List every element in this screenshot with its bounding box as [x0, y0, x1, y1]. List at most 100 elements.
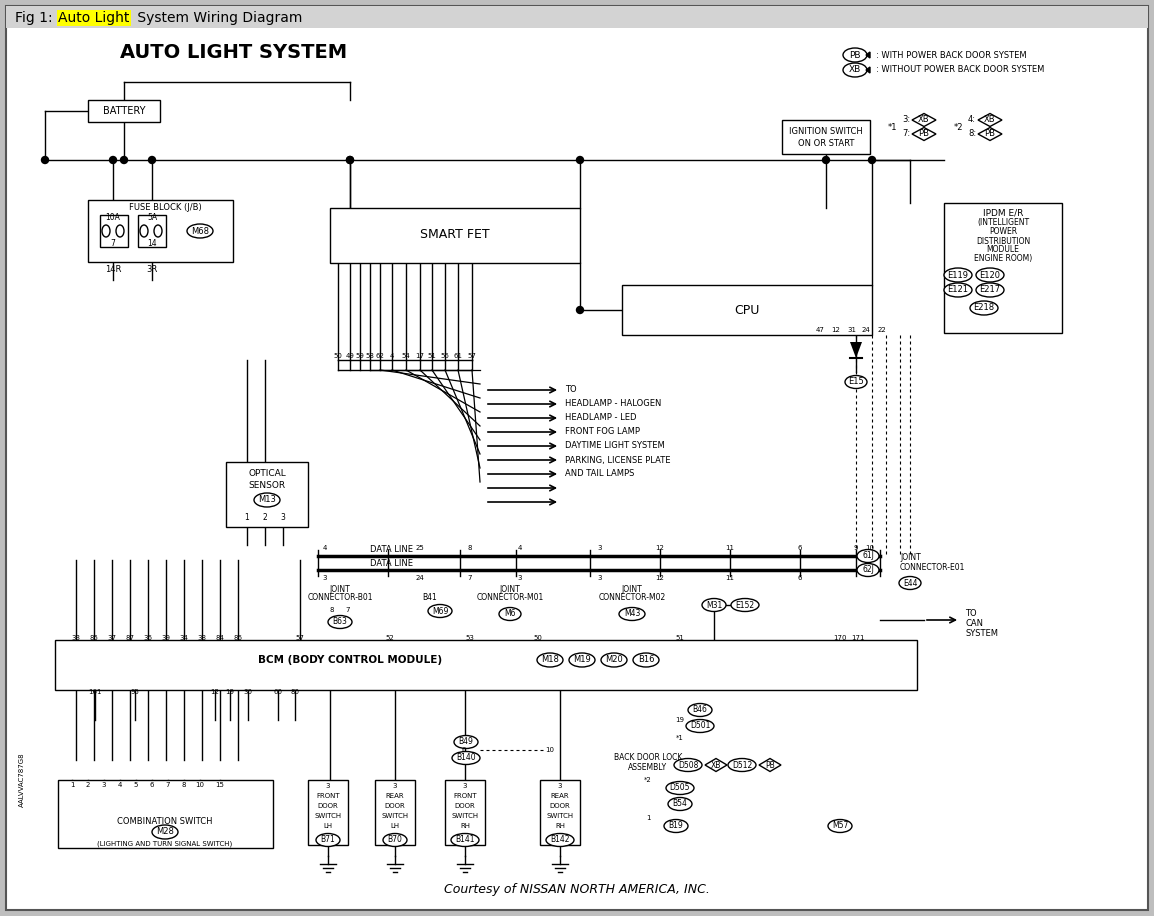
Ellipse shape [187, 224, 213, 238]
Text: : WITHOUT POWER BACK DOOR SYSTEM: : WITHOUT POWER BACK DOOR SYSTEM [876, 66, 1044, 74]
Ellipse shape [102, 225, 110, 237]
Circle shape [346, 157, 353, 163]
Text: E120: E120 [980, 270, 1001, 279]
Bar [540, 780, 580, 845]
Text: HEADLAMP - LED: HEADLAMP - LED [565, 413, 637, 422]
Text: (LIGHTING AND TURN SIGNAL SWITCH): (LIGHTING AND TURN SIGNAL SWITCH) [97, 841, 233, 847]
Text: 8:: 8: [968, 129, 976, 138]
Text: E152: E152 [735, 601, 755, 609]
Text: IGNITION SWITCH: IGNITION SWITCH [789, 126, 863, 136]
Text: 4:: 4: [968, 115, 976, 125]
Text: 47: 47 [816, 327, 824, 333]
Text: E15: E15 [848, 377, 864, 387]
Ellipse shape [153, 225, 162, 237]
Polygon shape [759, 758, 781, 771]
Text: 57: 57 [467, 353, 477, 359]
Text: 4: 4 [323, 545, 328, 551]
Text: JOINT: JOINT [330, 585, 351, 594]
Polygon shape [912, 127, 936, 140]
Text: B41: B41 [422, 594, 437, 603]
Text: M57: M57 [832, 822, 848, 831]
Bar [308, 780, 349, 845]
Circle shape [346, 157, 353, 163]
Ellipse shape [569, 653, 595, 667]
Bar [88, 100, 160, 122]
Text: B141: B141 [455, 835, 474, 845]
Text: 15: 15 [216, 782, 224, 788]
Text: M20: M20 [605, 656, 623, 664]
Text: 9: 9 [854, 545, 859, 551]
Text: 52: 52 [385, 635, 395, 641]
Ellipse shape [899, 576, 921, 590]
Text: 31: 31 [847, 327, 856, 333]
Text: M28: M28 [156, 827, 174, 836]
Text: 1: 1 [69, 782, 74, 788]
Text: MODULE: MODULE [987, 245, 1019, 255]
Text: SYSTEM: SYSTEM [965, 629, 998, 638]
Text: 59: 59 [355, 353, 365, 359]
Text: IPDM E/R: IPDM E/R [983, 209, 1024, 217]
Ellipse shape [428, 605, 452, 617]
Text: 30: 30 [243, 689, 253, 695]
Text: 7: 7 [111, 239, 115, 248]
Ellipse shape [451, 834, 479, 846]
Text: 3:: 3: [902, 115, 911, 125]
Text: 11: 11 [726, 575, 734, 581]
Text: Auto Light: Auto Light [58, 11, 129, 25]
Text: FRONT FOG LAMP: FRONT FOG LAMP [565, 428, 640, 437]
Bar [6, 6, 1148, 28]
Text: BCM (BODY CONTROL MODULE): BCM (BODY CONTROL MODULE) [258, 655, 442, 665]
Text: 6: 6 [150, 782, 155, 788]
Text: SENSOR: SENSOR [248, 481, 285, 489]
Text: B63: B63 [332, 617, 347, 627]
Text: M19: M19 [574, 656, 591, 664]
Text: SWITCH: SWITCH [314, 813, 342, 819]
Text: 1: 1 [646, 815, 650, 821]
Bar [622, 285, 872, 335]
Ellipse shape [728, 758, 756, 771]
Text: 7: 7 [166, 782, 171, 788]
Text: POWER: POWER [989, 227, 1017, 236]
Text: 25: 25 [415, 545, 425, 551]
Text: TO: TO [965, 609, 976, 618]
Text: B19: B19 [668, 822, 683, 831]
Text: 62J: 62J [862, 565, 874, 574]
Text: 14R: 14R [105, 266, 121, 275]
Text: CONNECTOR-M02: CONNECTOR-M02 [599, 594, 666, 603]
Text: JOINT: JOINT [900, 553, 921, 562]
Bar [226, 462, 308, 527]
Text: REAR: REAR [385, 793, 404, 799]
Text: *2: *2 [644, 777, 652, 783]
Polygon shape [705, 758, 727, 771]
Polygon shape [977, 114, 1002, 126]
Text: 57: 57 [295, 635, 305, 641]
Text: 7:: 7: [902, 129, 911, 138]
Bar [100, 215, 128, 247]
Ellipse shape [730, 598, 759, 612]
Text: 39: 39 [162, 635, 171, 641]
Text: 3: 3 [518, 575, 523, 581]
Ellipse shape [845, 376, 867, 388]
Ellipse shape [668, 798, 692, 811]
Text: SMART FET: SMART FET [420, 228, 489, 242]
Text: 10: 10 [195, 782, 204, 788]
Text: 50: 50 [533, 635, 542, 641]
Text: 12: 12 [655, 545, 665, 551]
Text: 36: 36 [143, 635, 152, 641]
Text: 24: 24 [862, 327, 870, 333]
Ellipse shape [383, 834, 407, 846]
Circle shape [120, 157, 127, 163]
Text: B142: B142 [550, 835, 570, 845]
Bar [330, 208, 580, 263]
Text: RH: RH [460, 823, 470, 829]
Text: M6: M6 [504, 609, 516, 618]
Ellipse shape [452, 751, 480, 765]
Text: 54: 54 [402, 353, 411, 359]
Text: B16: B16 [638, 656, 654, 664]
Text: : WITH POWER BACK DOOR SYSTEM: : WITH POWER BACK DOOR SYSTEM [876, 50, 1027, 60]
Text: 7: 7 [346, 607, 351, 613]
Ellipse shape [140, 225, 148, 237]
Text: 3: 3 [598, 575, 602, 581]
Text: PARKING, LICENSE PLATE: PARKING, LICENSE PLATE [565, 455, 670, 464]
Text: CAN: CAN [965, 619, 983, 628]
